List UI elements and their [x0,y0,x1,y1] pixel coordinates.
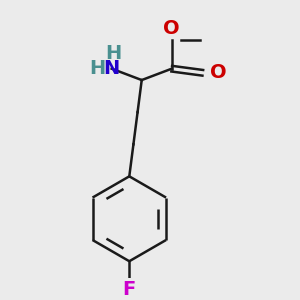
Text: H: H [89,59,105,78]
Text: F: F [123,280,136,299]
Text: H: H [106,44,122,63]
Text: O: O [209,63,226,82]
Text: N: N [103,59,120,78]
Text: O: O [164,19,180,38]
